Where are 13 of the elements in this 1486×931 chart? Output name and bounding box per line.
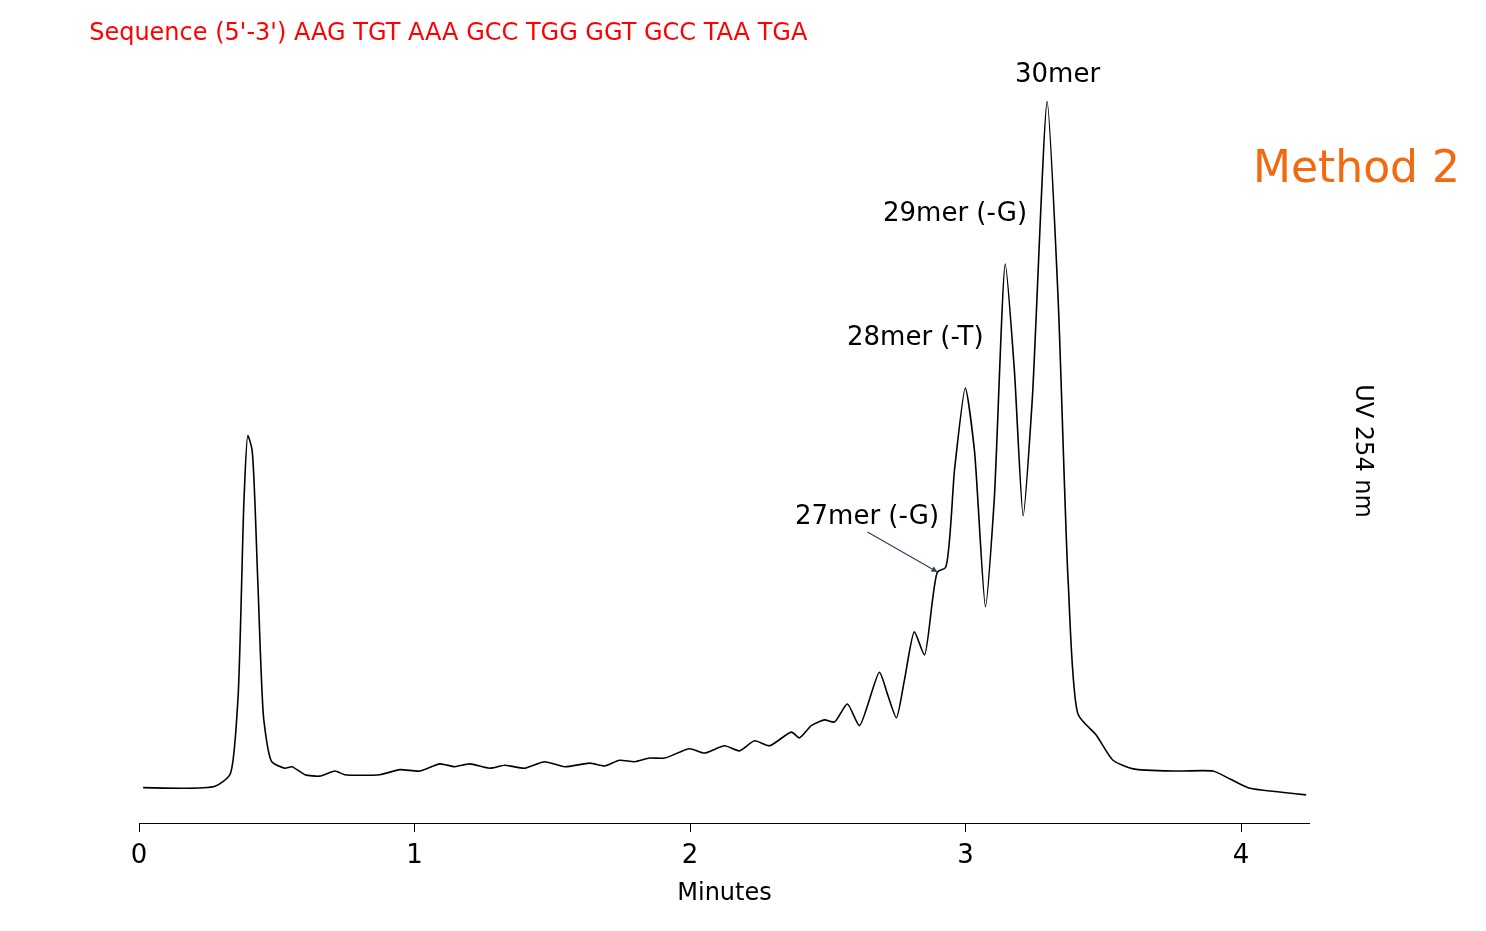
x-axis-title: Minutes — [677, 877, 772, 906]
x-tick-label: 1 — [406, 839, 423, 870]
y-axis-title: UV 254 nm — [1349, 384, 1378, 518]
text: Method 2 — [1253, 141, 1461, 192]
x-tick-label: 0 — [130, 839, 148, 870]
x-tick-label: 2 — [681, 839, 699, 870]
x-tick-label: 4 — [1232, 839, 1250, 870]
x-tick-label: 3 — [957, 839, 974, 870]
annotation: 28mer (-T) — [847, 321, 984, 351]
annotation: 29mer (-G) — [883, 197, 1028, 227]
chart-title: Sequence (5'-3') AAG TGT AAA GCC TGG GGT GCC TAA TGA — [89, 18, 808, 47]
annotation: 30mer — [1015, 58, 1101, 88]
annotation: 27mer (-G) — [795, 500, 940, 530]
